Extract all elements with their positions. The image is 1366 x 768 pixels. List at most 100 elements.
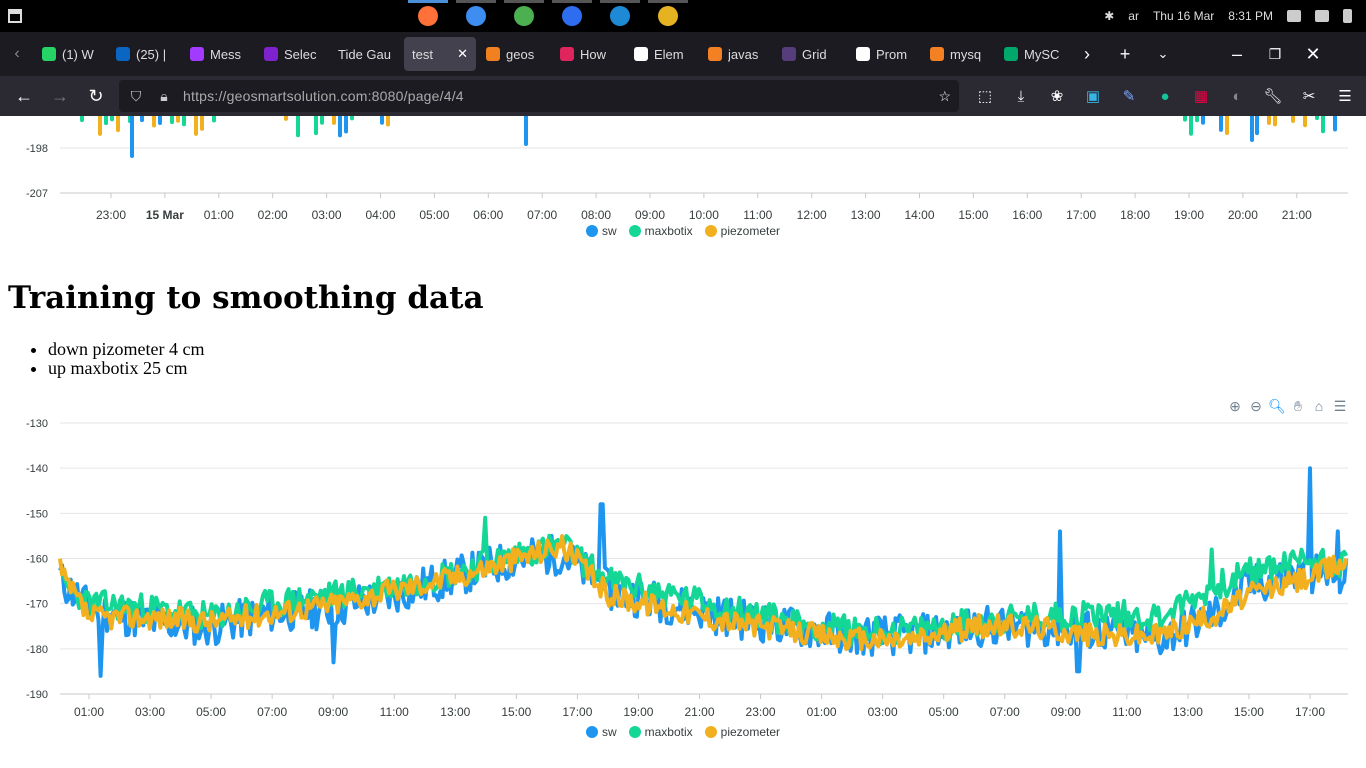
- time-label[interactable]: 8:31 PM: [1228, 9, 1273, 23]
- legend-item-sw[interactable]: sw: [585, 725, 617, 739]
- tab-7[interactable]: How: [552, 37, 624, 71]
- tab-favicon-icon: [1004, 47, 1018, 61]
- dock-app-firefox[interactable]: [404, 0, 452, 32]
- activities-icon[interactable]: [8, 9, 22, 23]
- people-icon: [562, 6, 582, 26]
- tab-favicon-icon: [782, 47, 796, 61]
- zoom-in-icon[interactable]: ⊕: [1229, 397, 1241, 414]
- dock-indicator: [408, 0, 448, 3]
- extension-pen-icon[interactable]: ✎: [1122, 88, 1136, 105]
- zoom-select-icon[interactable]: 🔍︎: [1268, 397, 1286, 414]
- list-item: down pizometer 4 cm: [48, 340, 204, 359]
- tab-favicon-icon: [486, 47, 500, 61]
- new-tab-button[interactable]: +: [1119, 43, 1131, 64]
- battery-icon[interactable]: [1343, 9, 1352, 23]
- tab-2[interactable]: Mess: [182, 37, 254, 71]
- url-path: :8080/page/4/4: [367, 88, 464, 104]
- x-tick-label: 01:00: [74, 705, 104, 719]
- app-menu-icon[interactable]: ☰: [1338, 88, 1352, 105]
- y-tick-label: -190: [26, 689, 48, 701]
- chart-top: -198 -207 23:00 15 Mar 01:00 02:00 03:00 04:00 0…: [0, 116, 1366, 226]
- legend-label: sw: [601, 224, 617, 238]
- legend-item-piezometer[interactable]: piezometer: [704, 725, 780, 739]
- close-window-button[interactable]: ✕: [1305, 43, 1321, 64]
- lock-icon[interactable]: 🔒︎: [160, 87, 168, 104]
- series-line-sw: [58, 466, 1349, 678]
- list-tabs-button[interactable]: ⌄: [1157, 46, 1169, 61]
- extension-wrench-icon[interactable]: 🔧︎: [1263, 88, 1283, 105]
- series-line-piezometer: [58, 534, 1349, 652]
- x-tick-label: 02:00: [258, 208, 288, 222]
- extension-colorzilla-icon[interactable]: ▦: [1193, 88, 1209, 105]
- dock-app-vscode[interactable]: [596, 0, 644, 32]
- tab-title: (1) W: [62, 46, 94, 62]
- tab-12[interactable]: mysq: [922, 37, 994, 71]
- chart-top-svg[interactable]: -198 -207 23:00 15 Mar 01:00 02:00 03:00 04:00 0…: [0, 116, 1366, 226]
- back-button[interactable]: ←: [15, 85, 33, 106]
- x-tick-label: 09:00: [318, 705, 348, 719]
- tab-5[interactable]: test ✕: [404, 37, 476, 71]
- chart-menu-icon[interactable]: ☰: [1333, 397, 1347, 414]
- date-label[interactable]: Thu 16 Mar: [1152, 9, 1215, 23]
- tab-13[interactable]: MySC: [996, 37, 1068, 71]
- x-tick-label: 06:00: [473, 208, 503, 222]
- extension-circle-icon[interactable]: ◐: [1232, 87, 1242, 105]
- extension-grammarly-icon[interactable]: ●: [1160, 87, 1170, 105]
- tab-title: Prom: [876, 46, 908, 62]
- bookmark-star-icon[interactable]: ☆: [938, 87, 951, 104]
- dock-app-chrome[interactable]: [644, 0, 692, 32]
- tab-4[interactable]: Tide Gau: [330, 37, 402, 71]
- dock-app-software[interactable]: [500, 0, 548, 32]
- language-indicator[interactable]: ar: [1128, 9, 1139, 23]
- legend-item-maxbotix[interactable]: maxbotix: [628, 224, 693, 238]
- dock-app-people[interactable]: [548, 0, 596, 32]
- tab-10[interactable]: Grid: [774, 37, 846, 71]
- chart-bottom-legend: sw maxbotix piezometer: [0, 725, 1366, 739]
- legend-item-maxbotix[interactable]: maxbotix: [628, 725, 693, 739]
- tab-favicon-icon: [190, 47, 204, 61]
- tab-scroll-left-icon[interactable]: ‹: [14, 45, 20, 62]
- x-tick-label: 13:00: [1173, 705, 1203, 719]
- browser-tab-bar: ‹ (1) W (25) | Mess Selec Tide Gau test ✕ geos H…: [0, 32, 1366, 76]
- chart-top-legend: sw maxbotix piezometer: [0, 224, 1366, 238]
- chart-bottom-svg[interactable]: -130 -140 -150 -160 -170 -180 -190 01:00 03:00 05…: [0, 412, 1366, 728]
- legend-item-piezometer[interactable]: piezometer: [704, 224, 780, 238]
- minimize-window-button[interactable]: –: [1231, 43, 1242, 64]
- tab-9[interactable]: javas: [700, 37, 772, 71]
- extension-gnome-icon[interactable]: ❀: [1050, 88, 1064, 105]
- tab-3[interactable]: Selec: [256, 37, 328, 71]
- tab-scroll-right-icon[interactable]: ›: [1084, 43, 1090, 64]
- browser-nav-bar: ← → ↻ ⛉ 🔒︎ https://geosmartsolution.com:…: [0, 76, 1366, 116]
- y-tick-label: -170: [26, 599, 48, 611]
- pocket-icon[interactable]: ⬚: [977, 88, 993, 105]
- maximize-window-button[interactable]: ❐: [1268, 45, 1282, 62]
- x-tick-label: 19:00: [623, 705, 653, 719]
- dock-app-files[interactable]: [452, 0, 500, 32]
- url-text[interactable]: https://geosmartsolution.com:8080/page/4…: [183, 88, 464, 104]
- tab-0[interactable]: (1) W: [34, 37, 106, 71]
- close-tab-icon[interactable]: ✕: [457, 46, 468, 61]
- url-bar[interactable]: ⛉ 🔒︎ https://geosmartsolution.com:8080/p…: [119, 80, 959, 112]
- forward-button[interactable]: →: [51, 85, 69, 106]
- reload-button[interactable]: ↻: [88, 85, 104, 106]
- volume-icon[interactable]: [1315, 10, 1329, 22]
- x-tick-label: 19:00: [1174, 208, 1204, 222]
- wifi-icon[interactable]: [1287, 10, 1301, 22]
- downloads-icon[interactable]: ⤓: [1017, 87, 1025, 105]
- tab-6[interactable]: geos: [478, 37, 550, 71]
- tab-11[interactable]: Prom: [848, 37, 920, 71]
- extension-tools-icon[interactable]: ✂: [1302, 88, 1316, 105]
- reset-home-icon[interactable]: ⌂: [1314, 398, 1324, 414]
- tab-8[interactable]: Elem: [626, 37, 698, 71]
- extension-screenshot-icon[interactable]: ▣: [1085, 88, 1101, 105]
- x-tick-label: 15:00: [958, 208, 988, 222]
- legend-item-sw[interactable]: sw: [585, 224, 617, 238]
- pan-hand-icon[interactable]: ✋︎: [1294, 397, 1302, 414]
- tab-1[interactable]: (25) |: [108, 37, 180, 71]
- system-tray: ✱ ar Thu 16 Mar 8:31 PM: [1104, 0, 1352, 32]
- x-tick-label: 03:00: [135, 705, 165, 719]
- zoom-out-icon[interactable]: ⊖: [1250, 397, 1262, 414]
- shield-icon[interactable]: ⛉: [130, 87, 142, 104]
- x-tick-label: 11:00: [380, 705, 409, 719]
- bluetooth-icon[interactable]: ✱: [1104, 9, 1115, 23]
